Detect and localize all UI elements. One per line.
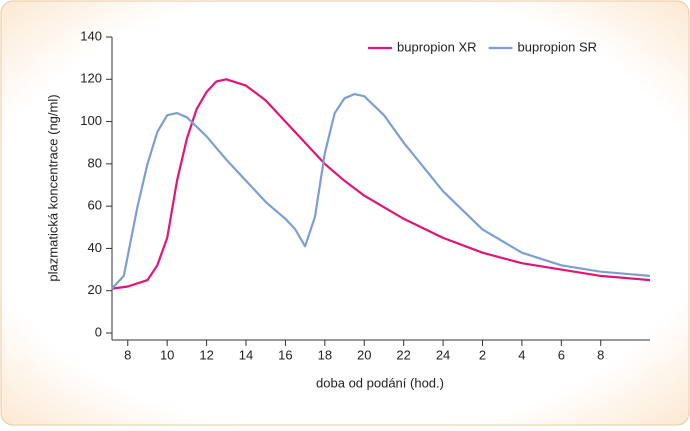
y-axis-label: plazmatická koncentrace (ng/ml)	[45, 94, 60, 281]
y-tick-label: 60	[88, 198, 102, 213]
legend-label: bupropion XR	[397, 39, 477, 54]
x-tick-label: 8	[124, 347, 131, 362]
y-tick-label: 0	[95, 324, 102, 339]
x-tick-label: 22	[396, 347, 410, 362]
y-tick-label: 40	[88, 240, 102, 255]
legend-label: bupropion SR	[518, 39, 598, 54]
x-tick-label: 8	[597, 347, 604, 362]
x-tick-label: 24	[436, 347, 450, 362]
x-tick-label: 4	[518, 347, 525, 362]
y-tick-label: 80	[88, 155, 102, 170]
x-tick-label: 12	[199, 347, 213, 362]
x-tick-label: 2	[479, 347, 486, 362]
x-tick-label: 20	[357, 347, 371, 362]
x-axis-label: doba od podání (hod.)	[316, 375, 444, 390]
x-tick-label: 14	[239, 347, 253, 362]
y-tick-label: 20	[88, 282, 102, 297]
series-line	[111, 93, 651, 290]
series-line	[111, 78, 651, 290]
y-tick-label: 100	[80, 113, 102, 128]
x-tick-label: 16	[278, 347, 292, 362]
y-tick-label: 140	[80, 28, 102, 43]
x-tick-label: 6	[558, 347, 565, 362]
x-tick-label: 18	[318, 347, 332, 362]
y-tick-label: 120	[80, 71, 102, 86]
x-tick-label: 10	[160, 347, 174, 362]
